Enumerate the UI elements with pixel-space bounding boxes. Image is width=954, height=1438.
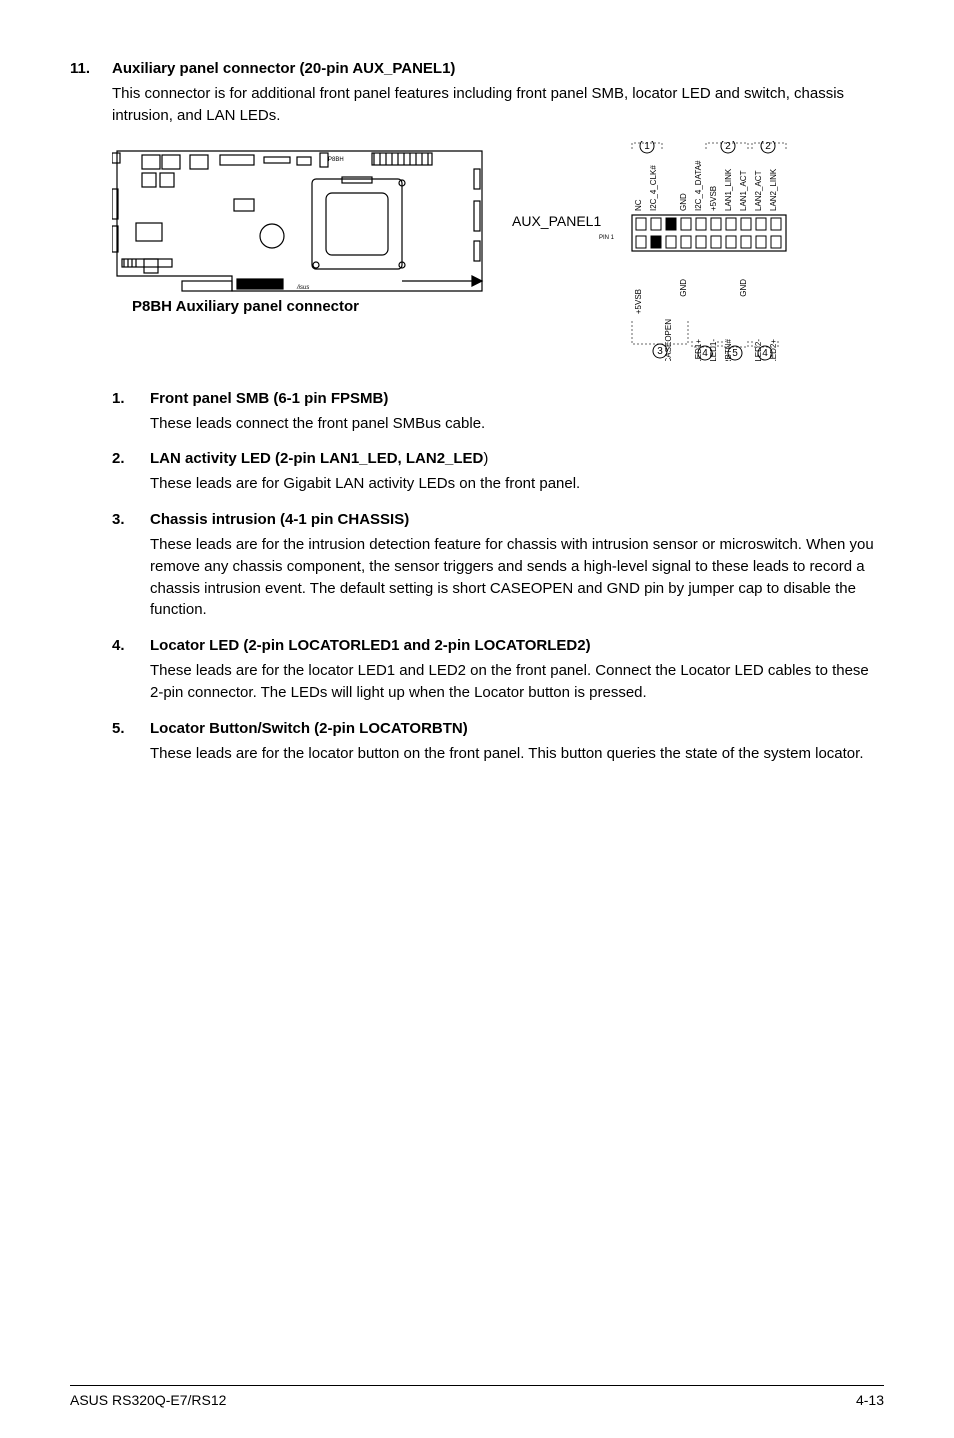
svg-text:2: 2 — [725, 141, 731, 152]
sub-body: These leads connect the front panel SMBu… — [150, 413, 884, 435]
connector-label: AUX_PANEL1 — [512, 213, 601, 229]
pin1-label: PIN 1 — [599, 235, 615, 241]
section-number: 11. — [70, 60, 112, 77]
sub-title: Locator Button/Switch (2-pin LOCATORBTN) — [150, 720, 468, 737]
sub-num: 1. — [112, 390, 150, 407]
footer-left: ASUS RS320Q-E7/RS12 — [70, 1392, 226, 1408]
section-title: Auxiliary panel connector (20-pin AUX_PA… — [112, 60, 455, 77]
sub-title: Locator LED (2-pin LOCATORLED1 and 2-pin… — [150, 637, 591, 654]
svg-text:GND: GND — [679, 193, 688, 211]
sub-body: These leads are for Gigabit LAN activity… — [150, 473, 884, 495]
svg-text:NC: NC — [634, 199, 643, 211]
sub-num: 5. — [112, 720, 150, 737]
svg-text:/isus: /isus — [296, 285, 309, 291]
sub-title: Front panel SMB (6-1 pin FPSMB) — [150, 390, 388, 407]
sub-title: LAN activity LED (2-pin LAN1_LED, LAN2_L… — [150, 450, 488, 467]
svg-text:+5VSB: +5VSB — [709, 185, 718, 210]
svg-text:I2C_4_CLK#: I2C_4_CLK# — [649, 164, 658, 210]
svg-text:4: 4 — [702, 348, 708, 359]
svg-text:CASEOPEN: CASEOPEN — [664, 318, 673, 360]
svg-text:I2C_4_DATA#: I2C_4_DATA# — [694, 160, 703, 211]
svg-text:5: 5 — [732, 348, 738, 359]
sub-body: These leads are for the intrusion detect… — [150, 534, 884, 621]
svg-text:LAN1_ACT: LAN1_ACT — [739, 170, 748, 211]
svg-text:LAN1_LINK: LAN1_LINK — [724, 168, 733, 211]
svg-text:LAN2_ACT: LAN2_ACT — [754, 170, 763, 211]
sub-title: Chassis intrusion (4-1 pin CHASSIS) — [150, 511, 409, 528]
svg-text:4: 4 — [762, 348, 768, 359]
svg-text:GND: GND — [679, 278, 688, 296]
svg-text:P8BH: P8BH — [328, 157, 344, 163]
section-desc: This connector is for additional front p… — [112, 83, 884, 127]
footer-right: 4-13 — [856, 1392, 884, 1408]
svg-text:+5VSB: +5VSB — [634, 289, 643, 314]
sub-body: These leads are for the locator button o… — [150, 743, 884, 765]
diagram-caption: P8BH Auxiliary panel connector — [132, 298, 359, 315]
svg-text:3: 3 — [657, 346, 663, 357]
svg-text:GND: GND — [739, 278, 748, 296]
sub-num: 4. — [112, 637, 150, 654]
sub-num: 3. — [112, 511, 150, 528]
sub-body: These leads are for the locator LED1 and… — [150, 660, 884, 704]
svg-text:LAN2_LINK: LAN2_LINK — [769, 168, 778, 211]
svg-text:2: 2 — [765, 141, 771, 152]
diagram: P8BH — [112, 141, 884, 366]
svg-text:1: 1 — [644, 141, 650, 152]
sub-num: 2. — [112, 450, 150, 467]
